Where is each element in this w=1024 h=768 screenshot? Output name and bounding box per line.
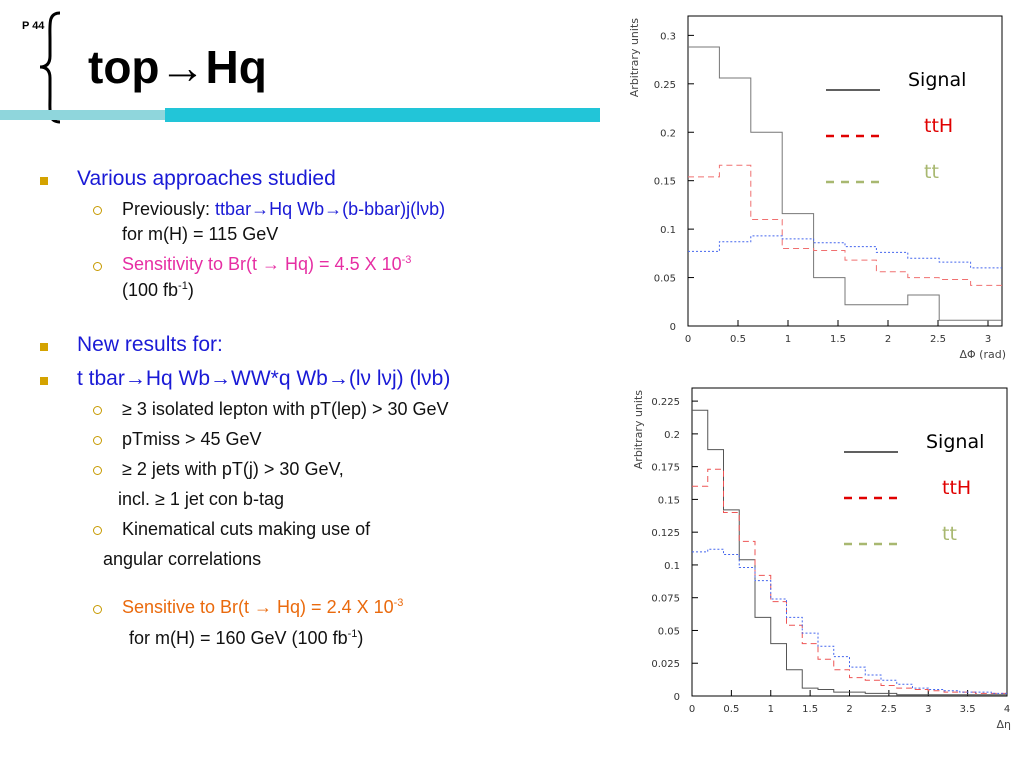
x-tick-label: 2.5 (881, 704, 897, 715)
mass-new-exponent: -1 (347, 628, 358, 640)
histogram-series-tt (692, 548, 1007, 694)
curly-brace-decoration (39, 11, 61, 124)
sub-bullet-ring-icon (93, 262, 102, 271)
sub-bullet-kinematical-cont: angular correlations (103, 549, 262, 569)
x-tick-label: 1.5 (830, 334, 846, 345)
previously-process: ttbar→Hq Wb→(b-bbar)j(lνb) (215, 199, 446, 219)
sensitivity-old-exponent: -3 (401, 254, 412, 266)
x-tick-label: 2 (846, 704, 852, 715)
sub-bullet-jets-btag: incl. ≥ 1 jet con b-tag (118, 489, 284, 509)
x-tick-label: 0 (689, 704, 695, 715)
y-axis-label: Arbitrary units (632, 390, 645, 470)
y-tick-label: 0.15 (658, 495, 680, 506)
sub-bullet-sensitivity-new-mass: for m(H) = 160 GeV (100 fb-1) (129, 628, 363, 649)
y-tick-label: 0.1 (660, 225, 676, 236)
x-tick-label: 2 (885, 334, 891, 345)
bullet-new-results: New results for: (77, 333, 223, 356)
legend-label: tt (924, 161, 939, 183)
sensitivity-new-text: Sensitive to Br(t → Hq) = 2.4 X 10 (122, 597, 394, 617)
y-tick-label: 0.05 (654, 274, 676, 285)
title-underline-dark (165, 108, 600, 122)
bullet-square-icon (40, 177, 48, 185)
y-tick-label: 0.3 (660, 31, 676, 42)
page-number: P 44 (22, 20, 45, 32)
legend-label: ttH (924, 115, 953, 137)
title-underline-light (0, 110, 165, 120)
slide-title: top→Hq (88, 41, 267, 93)
sensitivity-new-exponent: -3 (393, 597, 404, 609)
lumi-old-a: (100 fb (122, 280, 179, 300)
y-tick-label: 0.15 (654, 177, 676, 188)
sub-bullet-sensitivity-new: Sensitive to Br(t → Hq) = 2.4 X 10-3 (122, 597, 403, 618)
lumi-old-b: ) (187, 280, 194, 300)
x-tick-label: 3.5 (960, 704, 976, 715)
sub-bullet-ring-icon (93, 206, 102, 215)
x-tick-label: 1 (785, 334, 791, 345)
bullet-process: t tbar→Hq Wb→WW*q Wb→(lν lνj) (lνb) (77, 367, 451, 390)
x-tick-label: 0 (685, 334, 691, 345)
sub-bullet-ring-icon (93, 526, 102, 535)
y-tick-label: 0.225 (651, 397, 680, 408)
y-tick-label: 0.025 (651, 659, 680, 670)
delta-phi-histogram: 0 0.05 0.1 0.15 0.2 0.25 0.3 0 0.5 1 1.5 2 2.5 3 ΔΦ (r… (628, 15, 1006, 361)
sub-bullet-ring-icon (93, 436, 102, 445)
sub-bullet-ring-icon (93, 466, 102, 475)
sub-bullet-leptons: ≥ 3 isolated lepton with pT(lep) > 30 Ge… (122, 399, 449, 419)
histogram-series-tt (688, 235, 1002, 269)
bullet-approaches: Various approaches studied (77, 167, 336, 190)
y-tick-label: 0 (670, 322, 676, 333)
x-tick-label: 1 (768, 704, 774, 715)
histogram-series-tth (688, 164, 1002, 286)
y-tick-label: 0.1 (664, 561, 680, 572)
sub-bullet-previously: Previously: ttbar→Hq Wb→(b-bbar)j(lνb) (122, 199, 445, 220)
sub-bullet-kinematical: Kinematical cuts making use of (122, 519, 371, 539)
legend-label: ttH (942, 477, 971, 499)
sub-bullet-ring-icon (93, 605, 102, 614)
bullet-square-icon (40, 343, 48, 351)
y-tick-label: 0.175 (651, 463, 680, 474)
x-tick-label: 3 (985, 334, 991, 345)
sub-bullet-ring-icon (93, 406, 102, 415)
y-tick-label: 0 (674, 692, 680, 703)
x-tick-label: 3 (925, 704, 931, 715)
sub-bullet-jets: ≥ 2 jets with pT(j) > 30 GeV, (122, 459, 344, 479)
bullet-square-icon (40, 377, 48, 385)
mass-new-a: for m(H) = 160 GeV (100 fb (129, 628, 348, 648)
histogram-series-signal (688, 46, 1002, 321)
x-tick-label: 0.5 (730, 334, 746, 345)
legend-label: tt (942, 523, 957, 545)
y-axis-label: Arbitrary units (628, 18, 641, 98)
y-tick-label: 0.2 (660, 128, 676, 139)
bullet-list: Various approaches studied Previously: t… (40, 167, 451, 649)
y-tick-label: 0.125 (651, 528, 680, 539)
y-tick-label: 0.075 (651, 594, 680, 605)
x-tick-label: 4 (1004, 704, 1010, 715)
x-tick-label: 1.5 (802, 704, 818, 715)
y-tick-label: 0.2 (664, 430, 680, 441)
sub-bullet-sensitivity-old: Sensitivity to Br(t → Hq) = 4.5 X 10-3 (122, 254, 411, 275)
x-axis-label: Δη (997, 718, 1012, 731)
sub-bullet-previously-mass: for m(H) = 115 GeV (122, 224, 279, 244)
y-tick-label: 0.25 (654, 80, 676, 91)
y-tick-label: 0.05 (658, 626, 680, 637)
legend-label: Signal (926, 431, 984, 453)
sub-bullet-sensitivity-old-lumi: (100 fb-1) (122, 280, 194, 301)
mass-new-b: ) (357, 628, 364, 648)
plot-frame (687, 15, 1003, 327)
x-tick-label: 2.5 (930, 334, 946, 345)
x-axis-label: ΔΦ (rad) (959, 348, 1006, 361)
lumi-old-exponent: -1 (178, 280, 188, 292)
x-tick-label: 0.5 (723, 704, 739, 715)
legend-label: Signal (908, 69, 966, 91)
previously-prefix: Previously: (122, 199, 216, 219)
histogram-series-tth (692, 468, 1007, 694)
delta-eta-histogram: 0 0.025 0.05 0.075 0.1 0.125 0.15 0.175 0.2 0.225… (632, 387, 1012, 731)
sub-bullet-ptmiss: pTmiss > 45 GeV (122, 429, 262, 449)
sensitivity-old-text: Sensitivity to Br(t → Hq) = 4.5 X 10 (122, 254, 402, 274)
